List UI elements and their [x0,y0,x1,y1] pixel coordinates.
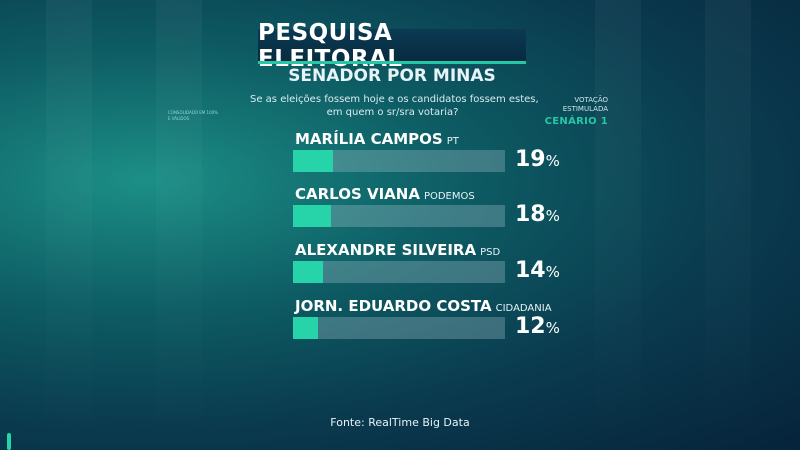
background-light-stripe [595,0,641,450]
vote-type-line: ESTIMULADA [562,105,608,113]
bar-track [293,205,505,227]
candidate-name: MARÍLIA CAMPOS [295,130,443,148]
percentage-label: 14% [515,258,560,283]
background-light-stripe [156,0,202,450]
percentage-label: 12% [515,314,560,339]
percentage-label: 18% [515,202,560,227]
percentage-label: 19% [515,147,560,172]
bar-fill [293,317,319,339]
bar-fill [293,150,334,172]
title-band: PESQUISA ELEITORAL [258,20,526,72]
chart-subtitle: SENADOR POR MINAS [288,66,496,86]
candidate-row: CARLOS VIANA PODEMOS 18% [293,185,593,235]
poll-question-line: em quem o sr/sra votaria? [326,107,459,118]
poll-question-line: Se as eleições fossem hoje e os candidat… [250,94,539,105]
candidate-label: CARLOS VIANA PODEMOS [295,185,475,203]
vote-type-line: VOTAÇÃO [574,96,608,104]
candidate-party: PT [446,136,459,147]
source-credit: Fonte: RealTime Big Data [330,416,470,429]
background-light-stripe [705,0,751,450]
candidate-label: JORN. EDUARDO COSTA CIDADANIA [295,297,552,315]
bar-fill [293,261,323,283]
candidate-party: PSD [480,247,501,258]
percentage-value: 14 [515,258,546,283]
consolidation-note: CONSOLIDADO EM 100% E VÁLIDOS [168,110,218,122]
bar-track [293,150,505,172]
background-light-stripe [46,0,92,450]
consolidation-note-line: E VÁLIDOS [168,116,190,121]
percentage-symbol: % [545,263,560,281]
candidate-row: JORN. EDUARDO COSTA CIDADANIA 12% [293,297,593,347]
poll-question: Se as eleições fossem hoje e os candidat… [250,93,539,119]
candidate-party: PODEMOS [423,191,475,202]
bar-track [293,261,505,283]
percentage-symbol: % [545,152,560,170]
candidate-party: CIDADANIA [495,303,552,314]
percentage-symbol: % [545,319,560,337]
candidate-row: ALEXANDRE SILVEIRA PSD 14% [293,241,593,291]
percentage-value: 18 [515,202,546,227]
candidate-name: ALEXANDRE SILVEIRA [295,241,477,259]
percentage-value: 12 [515,314,546,339]
percentage-value: 19 [515,147,546,172]
candidate-label: MARÍLIA CAMPOS PT [295,130,459,148]
vote-type-note: VOTAÇÃO ESTIMULADA [563,96,608,114]
candidate-name: CARLOS VIANA [295,185,420,203]
title-underline [258,61,526,64]
bar-fill [293,205,332,227]
percentage-symbol: % [545,207,560,225]
candidate-label: ALEXANDRE SILVEIRA PSD [295,241,500,259]
candidate-row: MARÍLIA CAMPOS PT 19% [293,130,593,180]
progress-indicator [7,433,11,450]
bar-track [293,317,505,339]
chart-title: PESQUISA ELEITORAL [258,19,403,72]
candidate-name: JORN. EDUARDO COSTA [295,297,492,315]
scenario-label: CENÁRIO 1 [544,116,608,127]
consolidation-note-line: CONSOLIDADO EM 100% [168,110,218,115]
